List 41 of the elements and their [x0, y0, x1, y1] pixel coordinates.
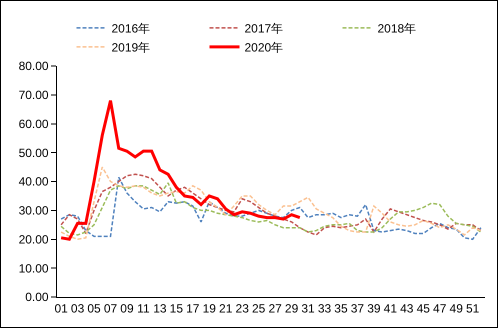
x-tick-label: 29: [284, 301, 299, 316]
x-tick-label: 23: [236, 301, 250, 316]
x-tick-label: 47: [433, 301, 447, 316]
legend-label: 2016年: [112, 22, 150, 36]
legend-label: 2018年: [378, 22, 416, 36]
legend-label: 2019年: [112, 40, 150, 55]
legend-label: 2017年: [244, 22, 284, 36]
legend-label: 2020年: [244, 40, 284, 55]
y-tick-label: 70.00: [18, 88, 49, 102]
x-tick-label: 11: [137, 301, 150, 316]
x-tick-label: 27: [268, 301, 282, 316]
y-tick-label: 50.00: [18, 146, 49, 160]
x-tick-label: 17: [186, 301, 200, 316]
x-tick-label: 43: [400, 301, 414, 316]
x-tick-label: 31: [301, 301, 316, 316]
x-tick-label: 07: [104, 301, 118, 316]
x-tick-label: 35: [334, 301, 348, 316]
x-tick-label: 05: [87, 301, 102, 316]
y-tick-label: 80.00: [18, 59, 49, 74]
y-tick-label: 0.00: [25, 290, 49, 304]
y-tick-label: 10.00: [18, 261, 49, 276]
x-tick-label: 01: [54, 301, 68, 316]
x-tick-label: 39: [367, 301, 381, 316]
x-tick-label: 51: [466, 301, 480, 316]
x-tick-label: 37: [350, 301, 364, 316]
x-tick-label: 09: [120, 301, 134, 316]
x-tick-label: 13: [153, 301, 167, 316]
x-tick-label: 03: [70, 301, 85, 316]
x-tick-label: 15: [170, 301, 184, 316]
line-series: [60, 99, 302, 241]
x-tick-label: 25: [252, 301, 266, 316]
y-tick-label: 30.00: [18, 204, 49, 218]
y-tick-label: 60.00: [18, 116, 49, 131]
y-tick-label: 20.00: [18, 232, 49, 246]
x-tick-label: 49: [450, 301, 464, 316]
x-tick-label: 45: [416, 301, 430, 316]
x-tick-label: 41: [384, 301, 398, 316]
x-tick-label: 33: [318, 301, 332, 316]
x-tick-label: 21: [219, 301, 233, 316]
y-tick-label: 40.00: [18, 174, 49, 189]
x-tick-label: 19: [202, 301, 216, 316]
